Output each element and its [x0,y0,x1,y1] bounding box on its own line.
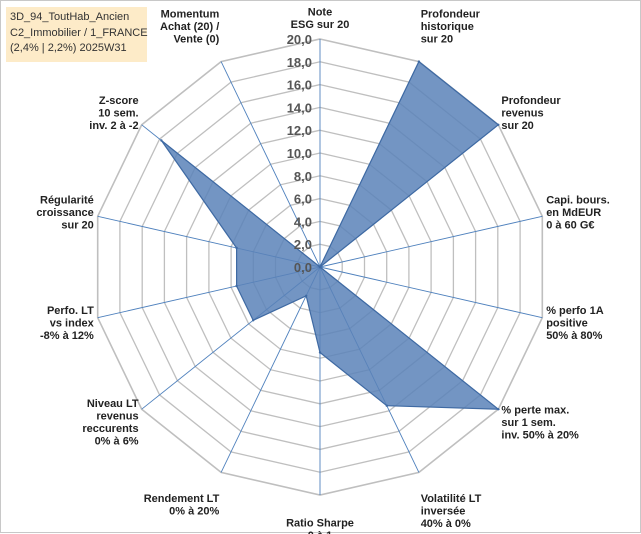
data-point-14 [319,266,321,268]
axis-label-9-line-2: 0% à 20% [169,505,219,517]
axis-label-4-line-2: en MdEUR [546,207,601,219]
axis-label-10-line-3: reccurents [82,423,138,435]
axis-label-10-line-4: 0% à 6% [95,436,139,448]
axis-label-8-line-1: Ratio Sharpe [286,518,354,530]
data-point-6 [497,408,499,410]
axis-label-11-line-2: vs index [50,317,95,329]
axis-label-12-line-3: sur 20 [61,220,93,232]
tick-label-3: 6,0 [294,192,312,207]
axis-label-6: % perte max.sur 1 sem.inv. 50% à 20% [501,404,579,441]
axis-label-13-line-3: inv. 2 à -2 [89,120,138,132]
axis-label-4-line-1: Capi. bours. [546,195,610,207]
axis-label-2-line-3: sur 20 [421,34,453,46]
axis-label-6-line-1: % perte max. [501,404,569,416]
axis-label-14-line-1: Momentum [161,9,220,21]
axis-label-11-line-1: Perfo. LT [47,305,94,317]
tick-label-4: 8,0 [294,169,312,184]
axis-label-4-line-3: 0 à 60 G€ [546,220,594,232]
axis-label-9-line-1: Rendement LT [144,493,220,505]
tick-label-6: 12,0 [287,123,312,138]
axis-label-3-line-3: sur 20 [501,120,533,132]
axis-label-7-line-3: 40% à 0% [421,518,471,530]
tick-label-5: 10,0 [287,146,312,161]
axis-label-3-line-2: revenus [501,108,543,120]
axis-label-12-line-1: Régularité [40,195,94,207]
axis-label-11-line-3: -8% à 12% [40,330,94,342]
axis-label-5-line-3: 50% à 80% [546,330,602,342]
axis-label-8: Ratio Sharpe0 à 1 [286,518,354,534]
axis-label-5-line-1: % perfo 1A [546,305,604,317]
tick-label-0: 0,0 [294,260,312,275]
axis-label-6-line-3: inv. 50% à 20% [501,429,579,441]
data-point-13 [160,139,162,141]
data-point-12 [235,247,237,249]
axis-label-2-line-2: historique [421,21,474,33]
axis-label-3-line-1: Profondeur [501,95,561,107]
tick-label-1: 2,0 [294,237,312,252]
data-point-7 [386,405,388,407]
tick-label-2: 4,0 [294,214,312,229]
axis-label-10-line-1: Niveau LT [87,398,139,410]
data-point-11 [235,285,237,287]
tick-layer: 0,0 2,0 4,0 6,0 8,0 10,0 12,0 14,0 16,0 18,0 20,0 [287,32,312,275]
axis-label-10-line-2: revenus [96,411,138,423]
axis-label-6-line-2: sur 1 sem. [501,417,555,429]
axis-label-13-line-1: Z-score [99,95,139,107]
axis-label-12-line-2: croissance [36,207,93,219]
axis-label-7-line-2: inversée [421,505,466,517]
axis-label-2-line-1: Profondeur [421,9,481,21]
data-point-10 [252,319,254,321]
axis-label-14-line-2: Achat (20) / [160,21,219,33]
axis-label-8-line-2: 0 à 1 [308,530,332,534]
tick-label-9: 18,0 [287,55,312,70]
axis-label-1-line-2: ESG sur 20 [291,19,350,31]
axis-label-5-line-2: positive [546,317,588,329]
tick-label-10: 20,0 [287,32,312,47]
tick-label-8: 16,0 [287,78,312,93]
data-point-3 [497,124,499,126]
data-point-8 [319,351,321,353]
tick-label-7: 14,0 [287,100,312,115]
axis-label-7-line-1: Volatilité LT [421,493,482,505]
axis-label-13-line-2: 10 sem. [98,108,138,120]
axis-label-14-line-3: Vente (0) [173,34,219,46]
data-point-9 [305,295,307,297]
data-point-2 [418,60,420,62]
axis-label-1-line-1: Note [308,7,332,19]
